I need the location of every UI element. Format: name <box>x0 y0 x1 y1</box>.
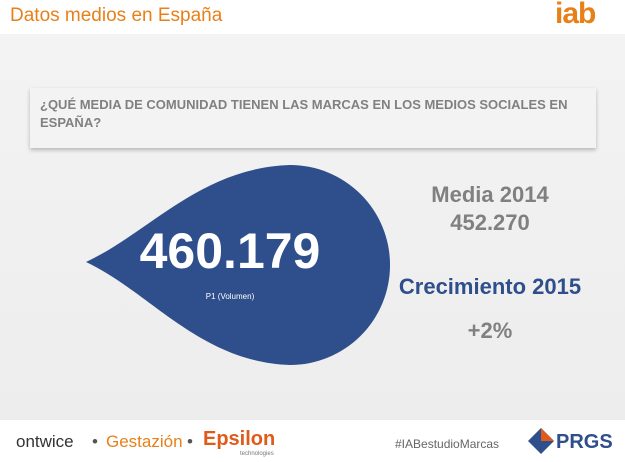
separator: • <box>187 432 193 451</box>
sponsor: Epsilon <box>203 428 276 450</box>
sponsor-tagline: technologies <box>240 451 274 457</box>
question-text: ¿QUÉ MEDIA DE COMUNIDAD TIENEN LAS MARCA… <box>40 97 568 130</box>
footer-bar <box>0 420 625 462</box>
growth-label: Crecimiento 2015 <box>398 274 582 299</box>
brand-icon-accent <box>541 428 554 441</box>
brand-icon <box>528 428 554 454</box>
brand: PRGS <box>556 431 613 453</box>
teardrop-shape <box>86 165 391 365</box>
highlight-value: 460.179 <box>139 223 321 279</box>
hashtag: #IABestudioMarcas <box>395 437 500 451</box>
header-title: Datos medios en España <box>10 5 223 26</box>
separator: • <box>92 432 98 451</box>
logo: iab <box>555 0 596 30</box>
sponsor: ontwice <box>16 432 74 451</box>
average-label: Media 2014 <box>431 182 549 207</box>
highlight-label: P1 (Volumen) <box>205 292 255 301</box>
question-box: ¿QUÉ MEDIA DE COMUNIDAD TIENEN LAS MARCA… <box>30 88 596 148</box>
sponsor: Gestazión <box>106 432 183 451</box>
growth-value: +2% <box>467 318 513 343</box>
average-value: 452.270 <box>450 210 530 235</box>
header-bar <box>0 0 625 34</box>
